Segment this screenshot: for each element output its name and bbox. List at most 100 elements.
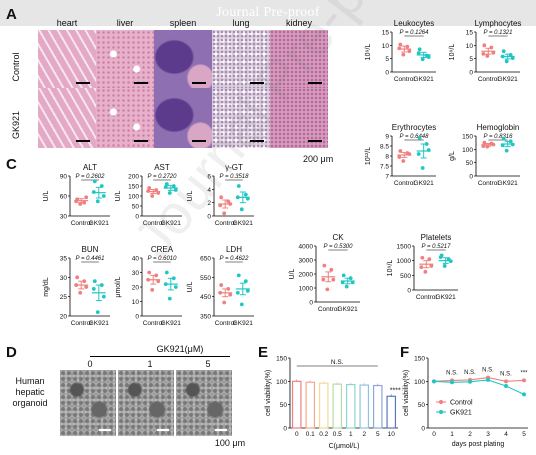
y-tick-label: 10 [382, 43, 390, 50]
gk921-point [167, 191, 172, 195]
control-point [156, 191, 161, 195]
gk921-point [245, 196, 250, 201]
gk921-point [173, 188, 178, 192]
control-point [420, 255, 425, 260]
y-axis-unit-crea: μmol/L [115, 276, 122, 297]
panel-label-a: A [6, 6, 17, 23]
organoid-image-dose-1 [118, 370, 174, 436]
control-point [82, 200, 87, 205]
control-point [218, 290, 223, 295]
organoid-label: Human hepatic organoid [12, 376, 48, 408]
gk921-point [164, 270, 169, 275]
x-tick-label: 5 [376, 431, 380, 438]
control-point [219, 195, 224, 200]
x-cat-label: Control [478, 180, 500, 187]
annotation: N.S. [500, 371, 512, 377]
x-cat-label: GK921 [161, 220, 182, 227]
control-point [156, 279, 161, 284]
x-cat-label: Control [215, 220, 237, 227]
series-point-GK921 [486, 377, 490, 382]
y-tick-label: 5 [385, 56, 389, 63]
panel-label-d: D [6, 344, 17, 361]
histology-scale-label: 200 μm [303, 154, 334, 164]
x-cat-label: Control [416, 294, 438, 301]
x-cat-label: Control [143, 320, 165, 327]
bar-2 [359, 384, 370, 429]
series-point-GK921 [504, 384, 508, 388]
histology-tile-lung-gk921 [212, 88, 270, 148]
p-value-ck: P = 0.5300 [324, 244, 354, 250]
y-tick-label: 7 [385, 174, 389, 181]
legend-marker [439, 410, 443, 414]
y-tick-label: 0 [135, 314, 139, 321]
control-point [405, 44, 410, 49]
x-tick-label: 0 [432, 431, 436, 438]
bar-5 [372, 384, 383, 429]
y-axis-unit-leukocytes: 10⁹/L [365, 44, 372, 61]
gk921-point [438, 255, 443, 260]
gk921-point [99, 283, 104, 287]
gk921-point [236, 273, 241, 278]
gk921-point [235, 195, 240, 200]
p-value-ldh: P = 0.4622 [220, 256, 250, 262]
gk921-point [442, 264, 447, 268]
ns-label: N.S. [331, 359, 344, 366]
control-point [84, 285, 89, 289]
gk921-point [171, 276, 176, 281]
y-tick-label: 1000 [299, 286, 314, 293]
y-tick-label: 25 [60, 294, 68, 301]
y-tick-label: 0 [469, 174, 473, 181]
histology-tile-spleen-control [154, 30, 212, 90]
x-axis-label: C(μmol/L) [329, 443, 360, 450]
panel-label-f: F [400, 344, 410, 361]
gk921-point [99, 184, 104, 188]
y-tick-label: 90 [60, 174, 68, 181]
x-cat-label: Control [394, 180, 416, 187]
control-point [407, 152, 412, 156]
y-tick-label: 50 [132, 204, 140, 211]
p-value-platelets: P = 0.5217 [422, 244, 452, 250]
dose-5: 5 [205, 359, 211, 369]
tissue-title-lung: lung [232, 18, 250, 28]
histology-scale-bar [250, 82, 264, 84]
x-cat-label: GK921 [498, 76, 519, 83]
y-tick-label: 2 [207, 200, 211, 207]
x-cat-label: Control [318, 306, 340, 313]
x-tick-label: 10 [388, 431, 396, 438]
gk921-point [510, 56, 515, 61]
plot-title-alt: ALT [83, 163, 97, 172]
histology-tile-spleen-gk921 [154, 88, 212, 148]
gk921-point [344, 284, 349, 289]
x-cat-label: Control [478, 76, 500, 83]
y-tick-label: 0 [407, 288, 411, 295]
y-tick-label: 50 [418, 402, 426, 409]
y-axis-unit-ast: U/L [115, 190, 122, 201]
control-point [78, 290, 83, 295]
y-tick-label: 550 [200, 275, 211, 282]
treatment-label: GK921(μM) [156, 344, 204, 354]
y-tick-label: 8 [385, 154, 389, 161]
histology-scale-bar [192, 82, 206, 84]
gk921-point [340, 280, 345, 285]
control-point [398, 42, 403, 47]
plot-title-ldh: LDH [226, 245, 242, 254]
control-point [398, 149, 403, 153]
control-point [485, 54, 490, 58]
y-tick-label: 100 [276, 379, 287, 386]
histology-tile-liver-control [96, 30, 154, 90]
p-value-bun: P = 0.4461 [76, 256, 105, 262]
control-point [146, 189, 151, 193]
control-point [429, 264, 434, 268]
plot-title-bun: BUN [82, 245, 99, 254]
x-cat-label: GK921 [498, 180, 519, 187]
y-tick-label: 150 [276, 356, 287, 363]
histology-tile-lung-control [212, 30, 270, 90]
control-point [146, 277, 151, 282]
y-tick-label: 100 [414, 379, 425, 386]
histology-tile-heart-control [38, 30, 96, 90]
p-value-alt: P = 0.2602 [76, 174, 106, 180]
y-tick-label: 40 [132, 256, 140, 263]
